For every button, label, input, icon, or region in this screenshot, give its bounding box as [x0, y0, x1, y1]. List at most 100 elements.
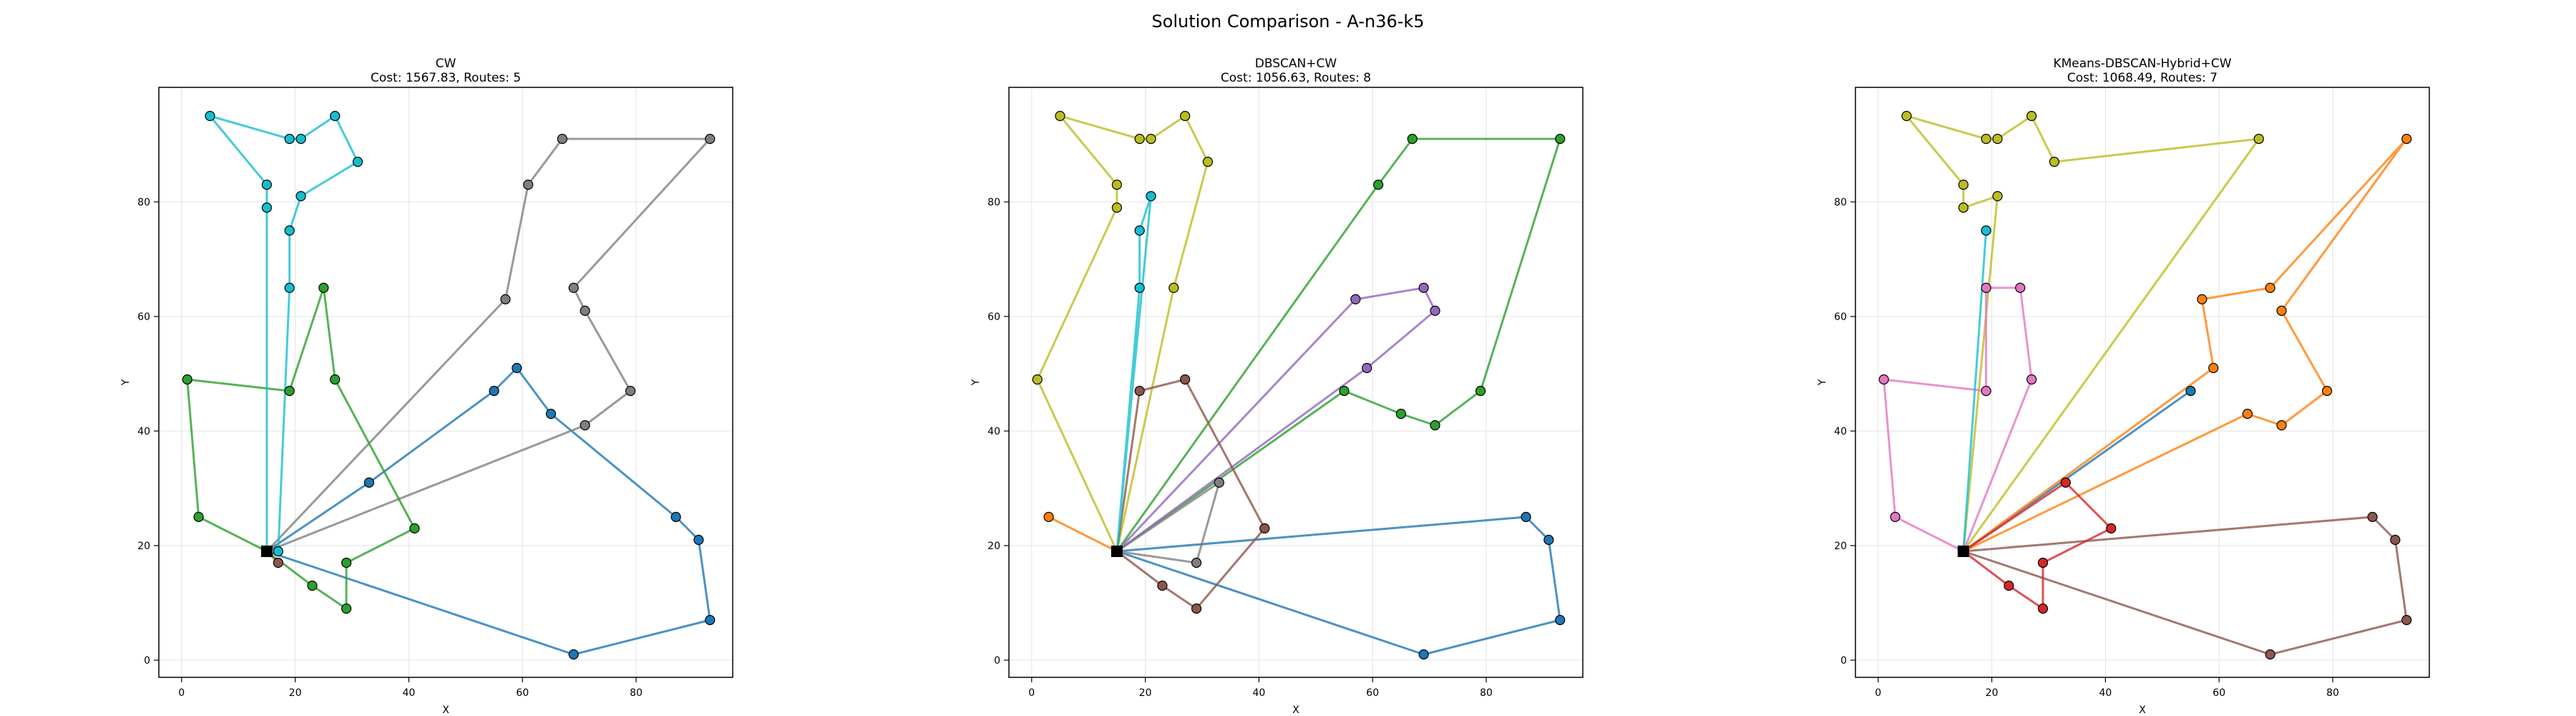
subplot-subtitle: Cost: 1567.83, Routes: 5	[371, 71, 521, 85]
route-line	[1962, 137, 2408, 553]
x-tick-label: 20	[289, 687, 302, 699]
customer-point	[1146, 190, 1156, 202]
customer-point	[557, 133, 567, 145]
customer-point	[500, 294, 511, 305]
customer-point	[580, 305, 590, 316]
customer-point	[341, 603, 352, 614]
grid	[159, 87, 733, 677]
customer-point	[284, 385, 295, 397]
route-line	[1962, 516, 2408, 656]
customer-point	[1214, 477, 1224, 488]
subplot-subtitle: Cost: 1056.63, Routes: 8	[1221, 71, 1371, 85]
axes-frame	[158, 87, 733, 678]
customer-point	[261, 179, 272, 190]
axes-frame	[1855, 87, 2430, 678]
customer-point	[2253, 133, 2264, 145]
customer-point	[1958, 179, 1968, 190]
customer-point	[1543, 534, 1554, 546]
customer-point	[1339, 385, 1350, 397]
customer-point	[1878, 374, 1889, 385]
y-tick-label: 40	[1834, 426, 1847, 437]
customer-point	[261, 202, 272, 213]
customer-point	[2026, 374, 2037, 385]
route-line	[265, 137, 711, 553]
x-tick-label: 0	[1028, 687, 1035, 699]
customer-point	[296, 190, 306, 202]
customer-point	[568, 282, 579, 294]
customer-point	[2208, 362, 2219, 374]
axes-frame	[1008, 87, 1584, 678]
customer-point	[2276, 305, 2287, 316]
customer-point	[2037, 557, 2049, 569]
customer-point	[1191, 557, 1202, 569]
y-tick-label: 40	[137, 426, 150, 437]
route-line	[265, 367, 711, 656]
customer-point	[1992, 133, 2003, 145]
customer-point	[625, 385, 636, 397]
customer-point	[2401, 133, 2412, 145]
y-tick-label: 0	[994, 655, 1000, 667]
x-tick-label: 80	[1480, 687, 1493, 699]
customer-points	[1032, 110, 1566, 660]
customer-point	[1555, 133, 1566, 145]
customer-point	[1055, 110, 1065, 122]
customer-point	[1555, 614, 1566, 626]
x-axis-label: X	[2139, 705, 2146, 716]
customer-point	[1180, 374, 1191, 385]
x-tick-label: 60	[516, 687, 529, 699]
customer-point	[705, 133, 716, 145]
customer-point	[1407, 133, 1418, 145]
customer-point	[568, 649, 579, 660]
y-tick-label: 60	[987, 311, 1000, 323]
customer-point	[1958, 202, 1968, 213]
customer-point	[2004, 580, 2014, 591]
customer-point	[2106, 523, 2117, 534]
customer-point	[1180, 110, 1191, 122]
grid	[1009, 87, 1583, 677]
x-tick-label: 20	[1139, 687, 1152, 699]
customer-point	[1430, 420, 1440, 431]
route-line	[1116, 481, 1221, 564]
customer-point	[2276, 420, 2287, 431]
x-tick-label: 80	[630, 687, 643, 699]
grid	[1855, 87, 2429, 677]
customer-point	[1362, 362, 1372, 374]
y-tick-label: 20	[137, 541, 150, 552]
subplot-subtitle: Cost: 1068.49, Routes: 7	[2067, 71, 2218, 85]
customer-point	[1521, 511, 1531, 523]
x-tick-label: 40	[1252, 687, 1265, 699]
customer-point	[205, 110, 215, 122]
y-tick-label: 0	[144, 655, 150, 667]
customer-point	[1259, 523, 1270, 534]
customer-point	[330, 374, 341, 385]
customer-point	[1134, 133, 1145, 145]
customer-point	[318, 282, 329, 294]
x-tick-label: 60	[2212, 687, 2225, 699]
customer-point	[693, 534, 704, 546]
customer-points	[1878, 110, 2412, 660]
y-tick-label: 80	[987, 197, 1000, 208]
y-tick-label: 80	[1834, 197, 1847, 208]
customer-point	[273, 557, 283, 569]
customer-point	[1395, 408, 1407, 420]
customer-point	[2390, 534, 2401, 546]
customer-point	[352, 156, 364, 168]
customer-point	[1202, 156, 1214, 168]
customer-point	[2367, 511, 2378, 523]
subplot-title: DBSCAN+CW	[1255, 57, 1337, 71]
y-axis-label: Y	[120, 379, 132, 386]
x-tick-label: 80	[2326, 687, 2339, 699]
customer-point	[364, 477, 374, 488]
customer-point	[1146, 133, 1156, 145]
customer-point	[284, 282, 295, 294]
x-tick-label: 60	[1366, 687, 1379, 699]
customer-point	[409, 523, 420, 534]
y-axis-label: Y	[970, 379, 982, 386]
customer-point	[2015, 282, 2026, 294]
customer-point	[670, 511, 681, 523]
customer-point	[1901, 110, 1912, 122]
customer-point	[1111, 179, 1122, 190]
